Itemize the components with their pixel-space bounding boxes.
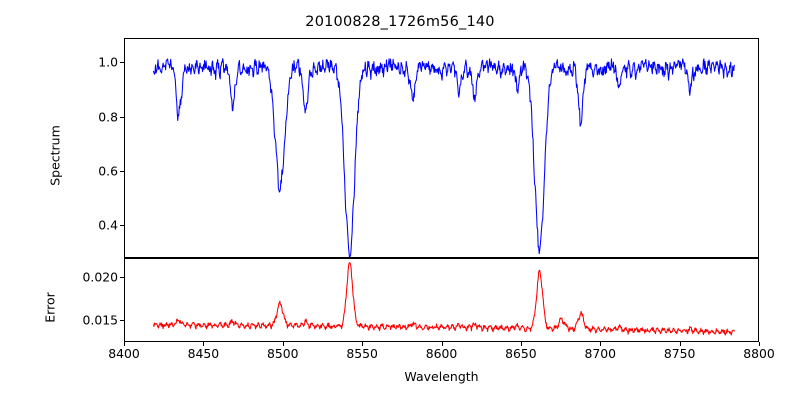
spectrum-y-tick-mark: [120, 116, 124, 118]
error-y-tick-mark: [120, 277, 124, 279]
spectrum-plot-area: [124, 38, 759, 258]
x-tick-label: 8550: [346, 346, 378, 361]
x-tick-mark: [520, 342, 522, 346]
error-y-tick-label: 0.020: [82, 269, 118, 285]
spectrum-y-tick-mark: [120, 171, 124, 173]
error-plot-area: [124, 258, 759, 342]
spectrum-y-tick-label: 0.4: [98, 217, 118, 233]
x-tick-mark: [600, 342, 602, 346]
x-tick-label: 8600: [425, 346, 458, 361]
x-tick-mark: [362, 342, 364, 346]
x-tick-label: 8500: [266, 346, 299, 361]
error-y-axis-label: Error: [42, 292, 58, 323]
x-tick-mark: [759, 342, 761, 346]
x-tick-mark: [282, 342, 284, 346]
page-title: 20100828_1726m56_140: [305, 14, 495, 30]
error-y-tick-label: 0.015: [82, 312, 118, 328]
x-tick-label: 8450: [187, 346, 220, 361]
x-tick-label: 8700: [584, 346, 617, 361]
spectrum-line-series: [125, 39, 758, 257]
error-line-series: [125, 259, 758, 341]
spectrum-y-tick-label: 0.6: [98, 163, 118, 179]
x-tick-label: 8750: [663, 346, 696, 361]
x-tick-label: 8800: [743, 346, 775, 361]
spectrum-y-tick-mark: [120, 225, 124, 227]
x-tick-mark: [441, 342, 443, 346]
x-tick-mark: [679, 342, 681, 346]
spectrum-y-tick-label: 1.0: [98, 54, 118, 70]
spectrum-y-axis-label: Spectrum: [47, 125, 63, 186]
x-tick-mark: [124, 342, 126, 346]
error-y-tick-mark: [120, 320, 124, 322]
spectrum-y-tick-mark: [120, 62, 124, 64]
x-tick-mark: [203, 342, 205, 346]
x-tick-label: 8650: [505, 346, 537, 361]
x-axis-label: Wavelength: [404, 369, 479, 384]
spectrum-y-tick-label: 0.8: [98, 109, 118, 125]
x-tick-label: 8400: [108, 346, 140, 361]
